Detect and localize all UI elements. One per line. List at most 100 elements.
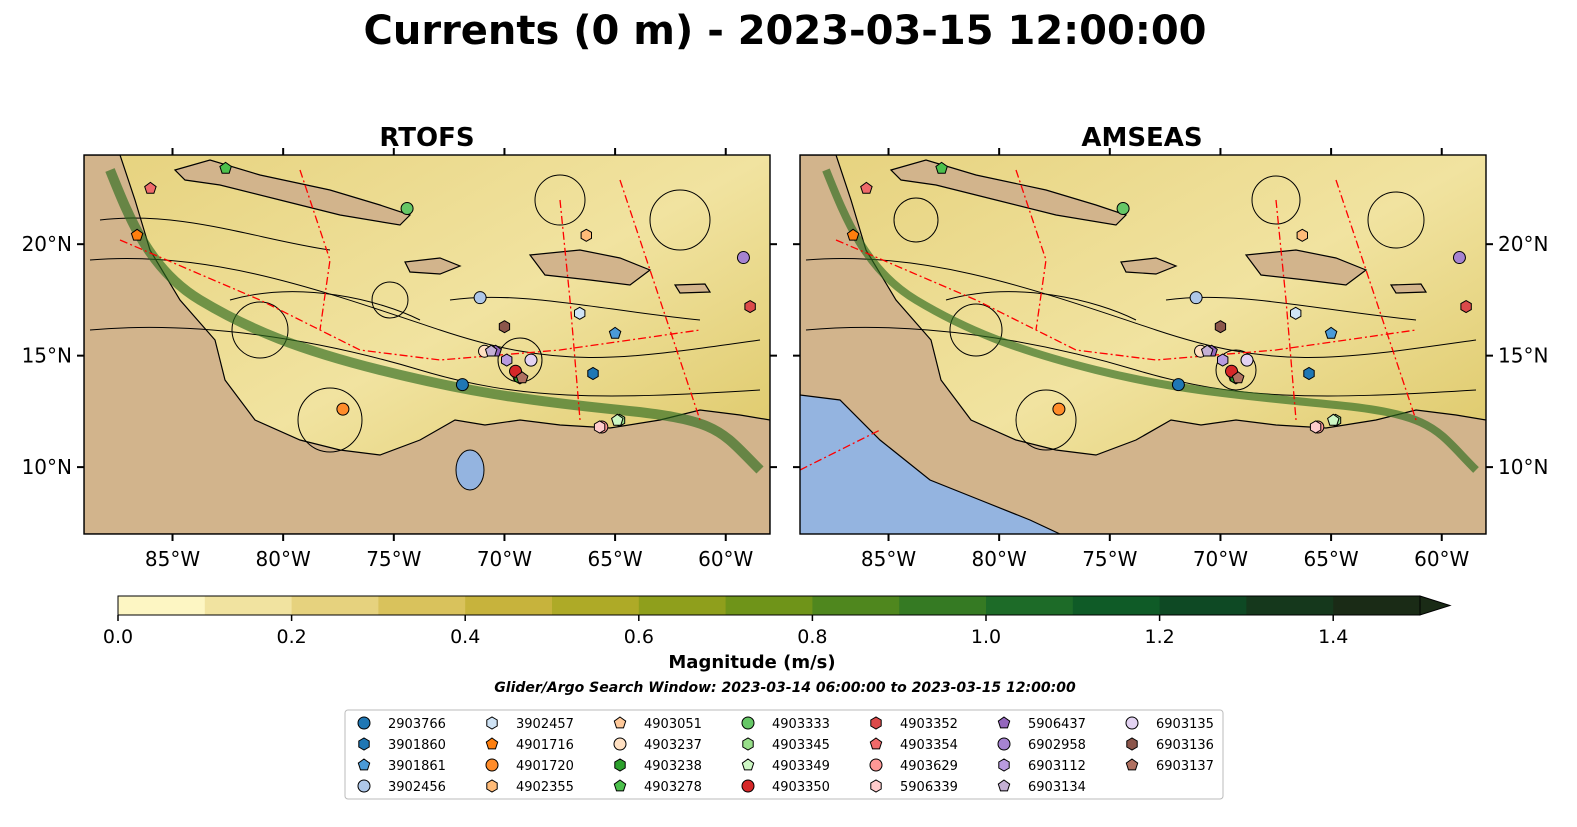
colorbar-segment [986, 596, 1074, 615]
legend-marker-6903134 [997, 779, 1011, 792]
float-marker-4903354 [144, 181, 157, 194]
float-marker-6903134 [484, 344, 498, 357]
legend-marker-4903629 [869, 758, 883, 772]
float-marker-4903333 [400, 202, 414, 216]
colorbar-segment [638, 596, 727, 615]
legend-label: 6903134 [1028, 780, 1086, 795]
legend-marker-4903345 [742, 737, 754, 751]
colorbar-tick-label: 0.4 [450, 626, 480, 648]
map-frame-left [83, 154, 771, 535]
float-marker-6903136 [1214, 320, 1227, 334]
colorbar-segment [1333, 596, 1421, 615]
legend-label: 5906339 [900, 780, 958, 795]
panel-title-left: RTOFS [379, 123, 474, 153]
legend-label: 4903278 [644, 780, 702, 795]
colorbar-segment [204, 596, 293, 615]
eez-boundaries-left [119, 169, 701, 421]
float-marker-3901860 [587, 366, 599, 381]
float-marker-4903333 [1116, 202, 1130, 216]
axis-ticks-right: 85°W 80°W 75°W 70°W 65°W 60°W 20°N 15°N 10°N [793, 148, 1548, 571]
legend-label: 4903354 [900, 738, 958, 753]
x-tick-label: 60°W [1414, 547, 1469, 571]
land-jamaica-left [404, 257, 462, 275]
colorbar-tick-label: 0.2 [276, 626, 306, 648]
x-tick-label: 80°W [256, 547, 311, 571]
legend-label: 6902958 [1028, 738, 1086, 753]
land-puerto-rico-right [1389, 283, 1428, 294]
float-marker-3902457 [1290, 306, 1302, 320]
map-panel-right: AMSEAS [793, 123, 1548, 571]
legend-marker-5906339 [870, 779, 882, 793]
float-marker-4903354 [860, 181, 873, 194]
float-marker-6903135 [524, 353, 538, 367]
colorbar-segment [118, 596, 206, 615]
legend-label: 2903766 [388, 717, 446, 732]
colorbar-segment [899, 596, 987, 615]
x-tick-label: 85°W [145, 547, 200, 571]
float-marker-3902457 [574, 306, 586, 320]
land-jamaica-right [1120, 257, 1178, 275]
float-marker-4901720 [336, 402, 350, 416]
float-marker-6903112 [1217, 353, 1229, 367]
float-marker-4903349 [611, 413, 624, 426]
legend-label: 6903137 [1156, 759, 1214, 774]
y-tick-label: 10°N [22, 455, 72, 479]
colorbar-tick-label: 0.0 [103, 626, 133, 648]
legend-label: 4903352 [900, 717, 958, 732]
land-layer-left [84, 155, 770, 534]
float-marker-4903349 [1327, 413, 1340, 426]
land-hispaniola-left [528, 249, 652, 286]
legend-label: 4903051 [644, 717, 702, 732]
legend-marker-4903354 [869, 737, 883, 750]
legend-label: 3901860 [388, 738, 446, 753]
legend-box [344, 709, 1224, 800]
panel-title-right: AMSEAS [1081, 123, 1202, 153]
float-marker-4901720 [1052, 402, 1066, 416]
float-marker-6903134 [1200, 344, 1214, 357]
float-marker-3902456 [473, 291, 487, 305]
x-tick-label: 70°W [477, 547, 532, 571]
x-tick-label: 60°W [698, 547, 753, 571]
x-tick-label: 65°W [587, 547, 642, 571]
colorbar-tick-label: 1.4 [1318, 626, 1348, 648]
float-marker-4901716 [130, 228, 144, 241]
legend-marker-6903137 [1125, 758, 1139, 771]
legend-label: 6903112 [1028, 759, 1086, 774]
legend-label: 4903333 [772, 717, 830, 732]
colorbar-extend-arrow [1419, 595, 1452, 616]
legend-marker-6903136 [1126, 737, 1138, 751]
legend-marker-6902958 [997, 737, 1011, 751]
legend-marker-6903135 [1125, 716, 1139, 730]
legend-label: 4903629 [900, 759, 958, 774]
float-marker-6903112 [501, 353, 513, 367]
float-marker-2903766 [1171, 378, 1185, 392]
float-marker-6902958 [1452, 251, 1466, 265]
land-layer-right [800, 155, 1486, 534]
eez-boundaries-right [800, 169, 1417, 471]
legend-marker-4903333 [741, 716, 755, 730]
legend-label: 3902457 [516, 717, 574, 732]
streamlines-right [805, 175, 1477, 451]
colorbar-tick-label: 0.8 [797, 626, 827, 648]
legend-marker-5906437 [997, 716, 1011, 729]
float-marker-6903137 [1231, 371, 1245, 384]
jet-band-right [822, 168, 1479, 473]
land-central-america-left [84, 155, 770, 534]
axis-ticks-left: 85°W 80°W 75°W 70°W 65°W 60°W 20°N 15°N 10°N [22, 148, 777, 571]
legend-marker-4903278 [613, 779, 627, 792]
colorbar-tick-label: 1.2 [1144, 626, 1174, 648]
colorbar-segment [552, 596, 640, 615]
float-marker-4903278 [219, 161, 232, 174]
legend-marker-2903766 [357, 716, 371, 730]
float-marker-4902355 [580, 228, 592, 242]
legend-marker-4903349 [741, 758, 755, 771]
search-window-text: Glider/Argo Search Window: 2023-03-14 06… [494, 680, 1076, 696]
float-marker-4903352 [1460, 300, 1472, 314]
y-tick-label: 20°N [1498, 232, 1548, 256]
x-tick-label: 80°W [972, 547, 1027, 571]
legend-label: 4901720 [516, 759, 574, 774]
y-tick-label: 20°N [22, 232, 72, 256]
legend-marker-3902457 [486, 716, 498, 730]
x-tick-label: 70°W [1193, 547, 1248, 571]
map-frame-right [799, 154, 1487, 535]
